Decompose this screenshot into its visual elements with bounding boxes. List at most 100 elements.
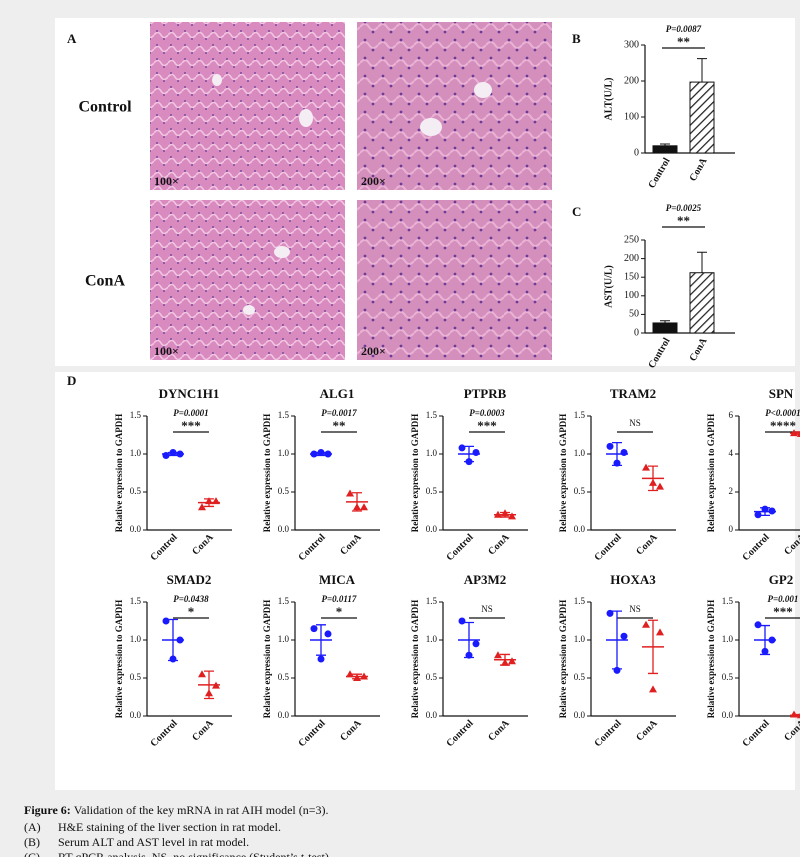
y-tick-label: 1.0 [426,634,438,644]
significance: * [188,604,195,619]
data-point [606,609,614,617]
y-tick-label: 1.0 [278,448,290,458]
error-bar [697,58,707,83]
error-bar [660,320,670,323]
panel-label: C [572,204,581,219]
data-point [360,503,368,511]
y-tick-label: 1.5 [278,410,290,420]
data-point [642,463,650,471]
vessel [243,305,255,315]
bar [652,322,678,334]
p-value: P<0.0001 [765,408,800,418]
y-tick-label: 50 [629,309,639,320]
y-tick-label: 100 [624,290,639,301]
error-bar [760,624,770,656]
bar [689,272,715,334]
data-point [346,670,354,678]
data-point [606,442,614,450]
y-axis-label: Relative expression to GAPDH [558,414,568,533]
p-value: P=0.0001 [173,408,208,418]
magnification: 200× [361,344,386,358]
vessel [299,109,313,127]
significance: NS [481,604,493,614]
magnification: 200× [361,174,386,188]
vessel [420,118,442,136]
chart-title: TRAM2 [610,386,656,401]
data-point [754,621,762,629]
chart-title: AP3M2 [464,572,507,587]
magnification: 100× [154,344,179,358]
histology-image [357,200,552,360]
chart-title: MICA [319,572,356,587]
figure-label: Figure 6: [24,803,71,817]
error-bar [352,492,362,512]
error-bar [316,451,326,457]
y-tick-label: 200 [624,253,639,264]
error-bar [697,251,707,273]
y-tick-label: 1.0 [574,448,586,458]
error-bar [612,610,622,670]
y-tick-label: 0.5 [130,486,142,496]
y-tick-label: 0.5 [426,672,438,682]
y-tick-label: 0.5 [574,486,586,496]
error-bar [796,713,800,717]
chart-title: PTPRB [464,386,507,401]
histology-image [150,200,345,360]
p-value: P=0.0017 [321,408,357,418]
data-point [649,685,657,693]
caption-label: (C) [24,850,40,857]
y-tick-label: 1.0 [574,634,586,644]
caption-label: (A) [24,820,41,834]
y-tick-label: 1.5 [426,596,438,606]
y-tick-label: 1.5 [574,410,586,420]
p-value: P=0.0003 [469,408,505,418]
y-tick-label: 0.5 [130,672,142,682]
y-tick-label: 1.5 [130,596,142,606]
y-tick-label: 6 [729,410,734,420]
y-axis-label: Relative expression to GAPDH [706,414,716,533]
y-axis-label: Relative expression to GAPDH [558,600,568,719]
y-tick-label: 0.0 [722,710,734,720]
panel-label: A [67,31,77,46]
y-axis-label: Relative expression to GAPDH [262,414,272,533]
vessel [274,246,290,258]
data-point [472,448,480,456]
data-point [656,628,664,636]
data-point [620,448,628,456]
data-point [642,620,650,628]
y-axis-label: Relative expression to GAPDH [114,600,124,719]
y-tick-label: 0.0 [130,524,142,534]
row-label: ConA [85,273,125,290]
y-axis-label: Relative expression to GAPDH [410,414,420,533]
error-bar [648,465,658,492]
error-bar [464,445,474,463]
data-point [198,503,206,511]
data-point [310,625,318,633]
data-point [472,640,480,648]
error-bar [500,511,510,518]
row-label: Control [78,99,132,116]
data-point [458,617,466,625]
caption-label: (B) [24,835,40,849]
y-axis-label: Relative expression to GAPDH [114,414,124,533]
y-tick-label: 0 [634,147,639,158]
data-point [754,511,762,519]
y-tick-label: 0 [634,327,639,338]
y-tick-label: 0.0 [574,524,586,534]
data-point [198,670,206,678]
error-bar [648,619,658,675]
y-tick-label: 0.0 [278,524,290,534]
y-tick-label: 0.0 [130,710,142,720]
data-point [346,489,354,497]
figure-title: Validation of the key mRNA in rat AIH mo… [74,803,329,817]
y-tick-label: 100 [624,111,639,122]
y-tick-label: 0.0 [574,710,586,720]
significance: *** [181,418,201,433]
y-tick-label: 1.5 [574,596,586,606]
y-tick-label: 1.0 [426,448,438,458]
y-tick-label: 0.0 [278,710,290,720]
p-value: P=0.0438 [173,594,209,604]
chart-title: DYNC1H1 [159,386,220,401]
y-tick-label: 4 [729,448,734,458]
y-tick-label: 1.5 [426,410,438,420]
